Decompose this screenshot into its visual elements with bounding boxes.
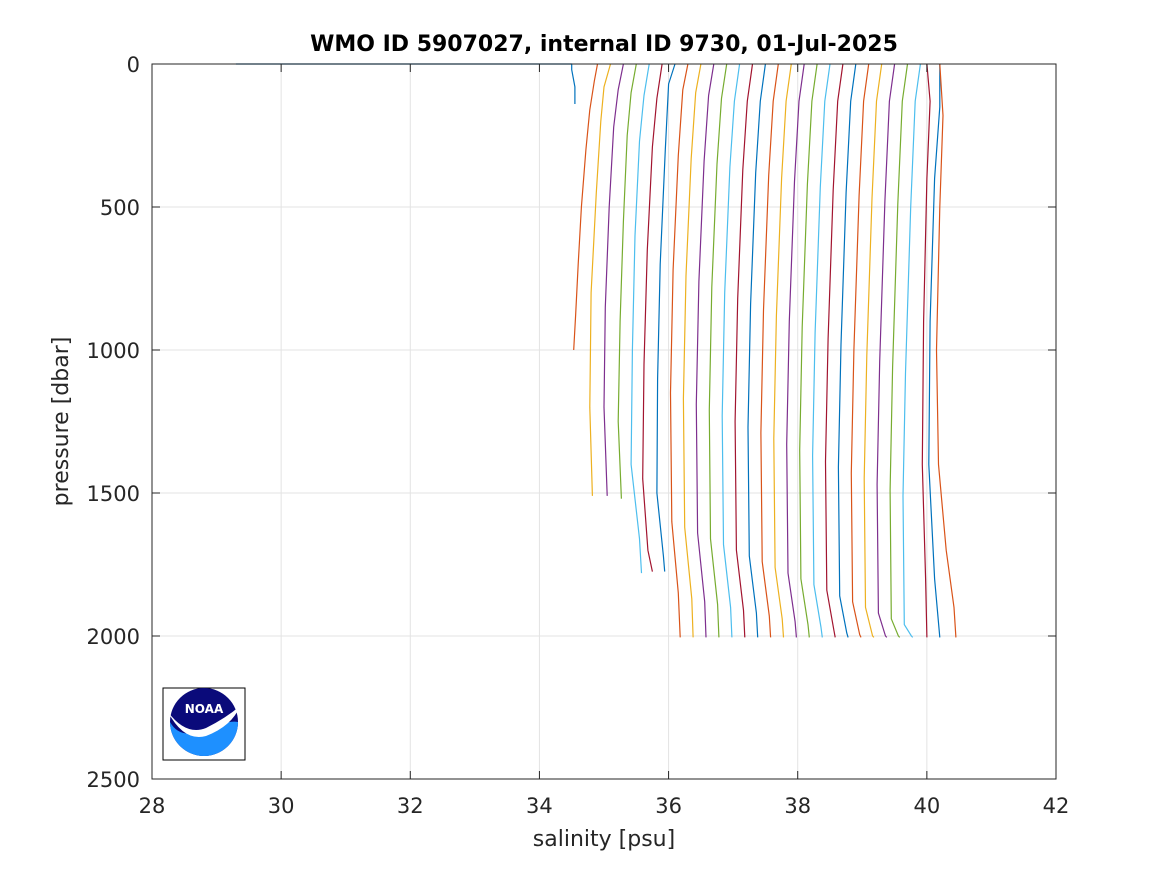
profile-line: [669, 63, 689, 638]
profile-line: [837, 63, 857, 638]
x-tick-label: 42: [1043, 794, 1070, 818]
series-layer: [235, 63, 957, 638]
profile-line: [863, 63, 883, 638]
x-tick-label: 32: [397, 794, 424, 818]
profile-line: [682, 63, 702, 638]
y-tick-label: 2000: [87, 625, 140, 649]
y-tick-label: 0: [127, 53, 140, 77]
profile-line: [889, 63, 909, 638]
x-tick-label: 38: [784, 794, 811, 818]
profile-line: [773, 63, 792, 638]
y-tick-label: 2500: [87, 768, 140, 792]
x-axis-label: salinity [psu]: [533, 827, 675, 852]
logo-text: NOAA: [185, 702, 224, 716]
x-tick-label: 36: [655, 794, 682, 818]
profile-line: [573, 63, 599, 351]
plot-frame: [151, 63, 1057, 780]
profile-line: [921, 63, 931, 638]
profile-line: [603, 63, 624, 496]
x-tick-label: 40: [913, 794, 940, 818]
profile-line: [734, 63, 754, 638]
profile-line: [747, 63, 766, 638]
y-tick-label: 1000: [87, 339, 140, 363]
y-axis-label: pressure [dbar]: [49, 337, 74, 507]
profile-line: [935, 63, 957, 638]
x-tick-label: 28: [139, 794, 166, 818]
y-tick-label: 1500: [87, 482, 140, 506]
logo-light-wave: [170, 721, 238, 756]
profile-line: [799, 63, 818, 638]
x-tick-label: 34: [526, 794, 553, 818]
profile-line: [589, 63, 612, 496]
profile-line: [695, 63, 715, 638]
profile-line: [902, 63, 921, 638]
profile-line: [824, 63, 844, 638]
profile-line: [721, 63, 741, 638]
profile-line: [708, 63, 728, 638]
logo-white-swoosh: [168, 706, 240, 737]
tick-layer: 28 30 32 34 36 38 40 42 0 500 1000 1500 2000 2500: [87, 53, 1070, 818]
noaa-logo: NOAA: [162, 687, 246, 761]
profile-line: [642, 63, 663, 572]
chart-title: WMO ID 5907027, internal ID 9730, 01-Jul…: [310, 32, 898, 57]
profile-line: [928, 64, 941, 638]
profile-line: [811, 63, 831, 638]
x-tick-label: 30: [268, 794, 295, 818]
profile-line: [876, 63, 896, 638]
profile-line: [656, 63, 676, 572]
profile-line: [786, 63, 805, 638]
profile-line: [760, 63, 779, 638]
profile-line: [617, 63, 637, 499]
profile-line: [630, 63, 650, 574]
y-tick-label: 500: [100, 196, 140, 220]
profile-line: [850, 63, 870, 638]
